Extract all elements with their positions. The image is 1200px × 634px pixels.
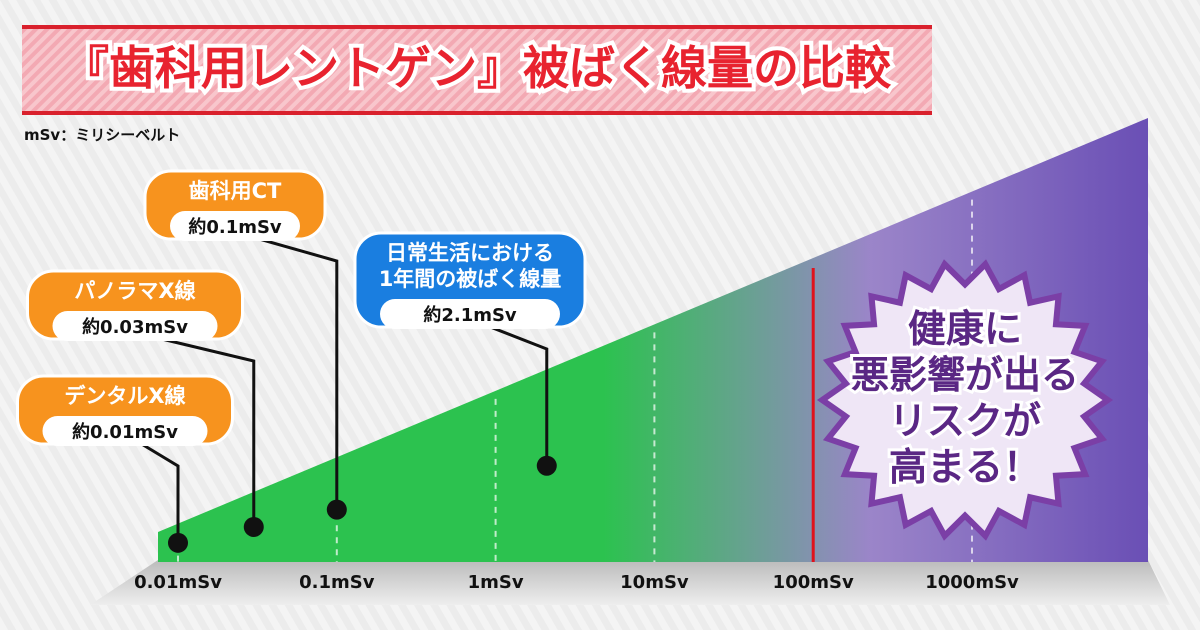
banner-rule	[22, 111, 932, 115]
x-tick-label: 0.01mSv	[134, 572, 222, 593]
leader-line	[144, 333, 256, 527]
warning-burst	[816, 259, 1114, 541]
warning-text: リスクが	[889, 399, 1041, 443]
callout-value-box	[52, 311, 218, 341]
leader-line	[244, 233, 339, 510]
callout-value: 約0.01mSv	[72, 421, 178, 443]
callout-title: パノラマX線	[74, 279, 195, 303]
wedge-shadow	[90, 560, 1170, 605]
callout-title: 歯科用CT	[189, 179, 282, 203]
note: mSv：ミリシーベルト	[24, 126, 180, 144]
x-tick-label: 10mSv	[620, 572, 689, 593]
leader-line	[134, 438, 180, 543]
dose-dot	[243, 516, 264, 537]
warning-text: 健康に	[908, 307, 1022, 351]
dose-dot	[326, 499, 347, 520]
title-banner	[22, 25, 932, 115]
warning-text: 悪影響が出る	[851, 353, 1079, 397]
warning-text: 高まる！	[889, 445, 1041, 489]
x-tick-label: 1000mSv	[925, 572, 1019, 593]
banner-rule	[22, 25, 932, 29]
title: 『歯科用レントゲン』被ばく線量の比較	[63, 41, 892, 95]
dose-dot	[536, 455, 557, 476]
callout-title: 日常生活における	[386, 241, 554, 265]
callout-title: 1年間の被ばく線量	[379, 267, 562, 291]
callout-value-box	[42, 416, 208, 446]
callout-value-box	[380, 299, 560, 329]
callout-value: 約0.03mSv	[82, 316, 188, 338]
callout-value: 約2.1mSv	[423, 304, 517, 326]
leader-line	[479, 321, 549, 466]
x-tick-label: 100mSv	[773, 572, 854, 593]
callout-value: 約0.1mSv	[188, 216, 282, 238]
callout-title: デンタルX線	[64, 384, 185, 408]
callout-value-box	[170, 211, 300, 241]
x-tick-label: 1mSv	[468, 572, 524, 593]
dose-dot	[168, 532, 188, 553]
x-tick-label: 0.1mSv	[299, 572, 375, 593]
